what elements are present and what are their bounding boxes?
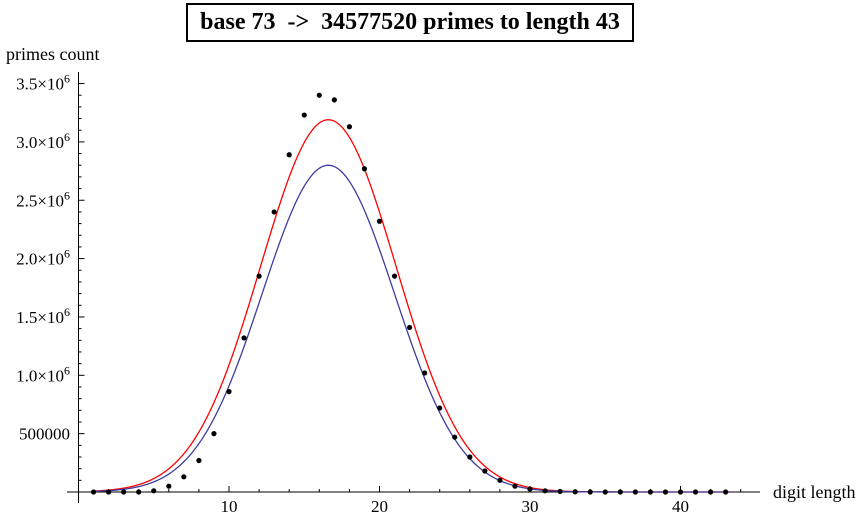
data-point [512,483,518,489]
data-point [572,489,578,495]
chart-title: base 73 -> 34577520 primes to length 43 [186,3,634,42]
data-point [482,468,488,474]
fit-curve-blue [93,164,732,493]
data-point [106,489,112,495]
data-point [662,489,669,495]
x-tick-label: 10 [221,497,238,516]
data-point [196,457,202,464]
data-point [467,454,473,460]
data-point [361,166,368,172]
data-point [677,489,684,495]
data-point [602,489,608,495]
y-tick-label: 500000 [19,425,70,444]
data-point [226,389,232,395]
data-point [587,489,593,495]
data-point [166,483,172,489]
data-point [692,489,699,495]
y-tick-label: 3.0×106 [16,130,70,152]
data-point [376,218,383,224]
data-point [422,370,428,376]
data-point [271,209,277,215]
data-point [346,124,352,130]
y-tick-label: 1.0×106 [16,363,70,385]
data-point [452,434,458,440]
y-ticks: 500000 1.0×106 1.5×106 2.0×106 2.5×106 3.0×10… [16,72,85,481]
data-point [136,489,142,495]
data-point [181,474,187,480]
x-tick-label: 20 [371,497,388,516]
data-point [632,489,638,495]
data-point [241,335,247,341]
data-point [90,489,97,495]
data-point [407,324,413,331]
y-tick-label: 1.5×106 [16,305,70,327]
x-tick-label: 40 [672,497,689,516]
data-point [723,489,729,495]
data-point [211,431,217,437]
data-point [557,488,563,495]
data-point [497,477,503,483]
data-point [301,112,307,118]
x-axis-label: digit length [773,482,856,502]
y-tick-label: 2.0×106 [16,247,70,269]
curves [93,119,732,493]
axes [67,72,760,503]
y-axis-label: primes count [6,44,100,64]
x-tick-label: 30 [522,497,539,516]
y-tick-label: 2.5×106 [16,188,70,210]
x-ticks: 10 20 30 40 [108,486,742,516]
data-point [121,489,127,495]
data-point [617,489,623,495]
data-point [391,273,398,279]
data-point [647,489,654,495]
data-point [331,97,337,103]
data-point [316,92,322,98]
fit-curve-red [93,119,732,493]
data-point [437,405,443,411]
data-point [542,488,548,494]
y-tick-label: 3.5×106 [16,72,70,94]
data-point [151,488,157,494]
data-point [256,273,262,279]
data-points [90,92,729,495]
data-point [286,152,292,158]
data-point [527,486,533,492]
data-point [708,489,714,495]
